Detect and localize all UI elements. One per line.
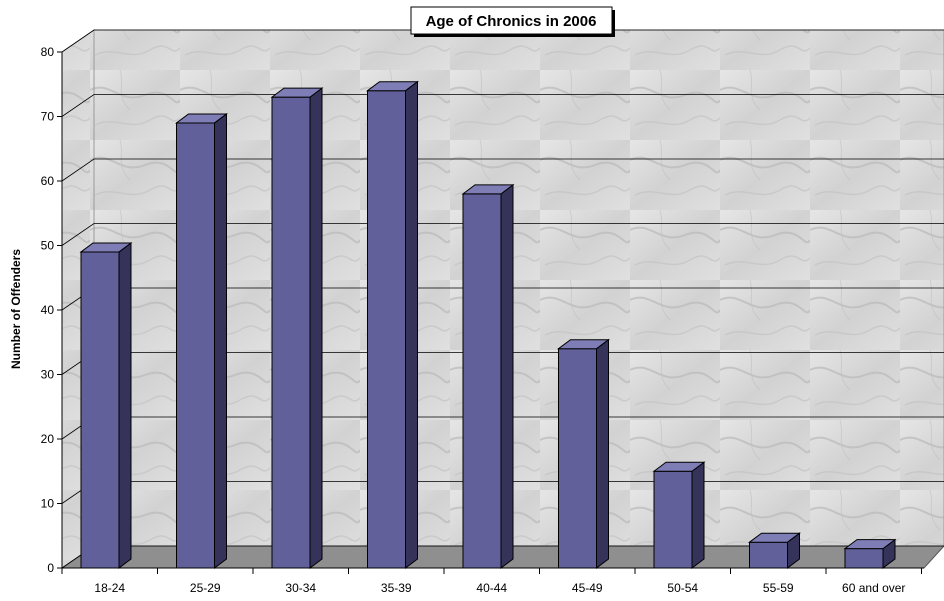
- bar-front: [749, 541, 788, 569]
- bar: [652, 461, 706, 569]
- bar: [461, 183, 515, 569]
- x-tick-label: 25-29: [190, 581, 221, 595]
- bar-top: [79, 242, 133, 253]
- x-tick-label: 50-54: [667, 581, 698, 595]
- bar: [843, 538, 897, 569]
- gridline: [61, 158, 944, 182]
- bar-top: [748, 532, 801, 543]
- bar-side: [405, 80, 418, 569]
- y-axis-title: Number of Offenders: [9, 249, 23, 369]
- x-tick-label: 55-59: [763, 581, 794, 595]
- y-tick-label: 20: [41, 432, 55, 446]
- bar-side: [691, 461, 705, 569]
- bar-top: [461, 184, 515, 195]
- y-tick-label: 50: [41, 239, 55, 253]
- bar-top: [366, 81, 419, 92]
- bar-front: [844, 548, 884, 569]
- bar-front: [653, 470, 693, 569]
- bar: [270, 87, 324, 569]
- bar: [366, 80, 419, 569]
- bar-top: [652, 461, 706, 472]
- y-tick-label: 10: [41, 497, 55, 511]
- x-tick-label: 35-39: [381, 581, 412, 595]
- bar: [748, 532, 801, 569]
- bar-side: [118, 241, 132, 569]
- bar-front: [271, 96, 311, 569]
- bar: [557, 338, 610, 569]
- bar-side: [596, 338, 609, 569]
- gridline: [61, 29, 944, 53]
- gridline: [61, 223, 944, 246]
- bar-top: [270, 87, 324, 98]
- y-tick-label: 40: [41, 303, 55, 317]
- x-tick-label: 18-24: [94, 581, 125, 595]
- bar-side: [309, 87, 323, 569]
- bar-front: [80, 251, 120, 569]
- x-tick-label: 30-34: [285, 581, 316, 595]
- y-tick-label: 0: [47, 561, 54, 575]
- x-tick-label: 45-49: [572, 581, 603, 595]
- bar-front: [462, 193, 502, 569]
- x-tick-label: 40-44: [476, 581, 507, 595]
- tick-labels: 0 10 20 30 40 50 60 70 80 18-24 25-29 30-34 35-39 40-…: [41, 45, 906, 595]
- y-tick-label: 60: [41, 174, 55, 188]
- chart-title: Age of Chronics in 2006: [426, 13, 597, 30]
- bar: [79, 241, 133, 569]
- bar: [175, 112, 228, 569]
- bar-top: [175, 113, 228, 124]
- y-tick-label: 30: [41, 368, 55, 382]
- bar-front: [176, 122, 215, 569]
- bar-front: [367, 90, 406, 569]
- y-tick-label: 70: [41, 110, 55, 124]
- x-tick-label: 60 and over: [842, 581, 905, 595]
- gridline: [61, 94, 944, 117]
- bar-side: [214, 112, 227, 569]
- y-tick-label: 80: [41, 45, 55, 59]
- bars: [79, 80, 897, 569]
- bar-front: [558, 348, 597, 569]
- bar-side: [500, 183, 514, 569]
- bar-top: [557, 339, 610, 350]
- chart-title-box: Age of Chronics in 2006: [410, 6, 615, 37]
- bar-top: [843, 539, 897, 550]
